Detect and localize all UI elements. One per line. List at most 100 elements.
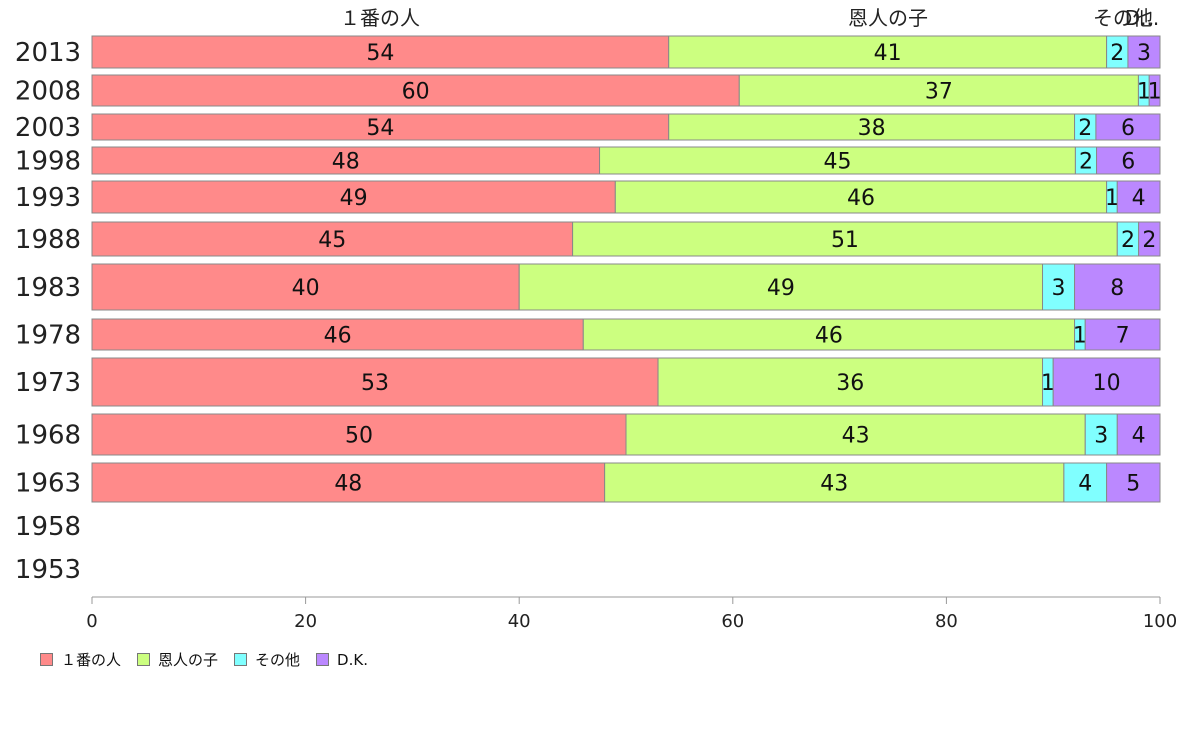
top-series-label: その他	[1093, 6, 1153, 30]
category-label: 1968	[15, 421, 81, 451]
x-tick-label: 20	[294, 611, 317, 632]
bar-segment	[668, 113, 1076, 141]
data-label: 8	[1110, 276, 1124, 301]
data-label: 45	[823, 150, 851, 175]
bar-segment	[1096, 146, 1161, 175]
top-series-label: １番の人	[340, 6, 420, 30]
legend-swatch-series-4	[316, 653, 330, 666]
x-tick-label: 0	[86, 611, 97, 632]
bar-segment	[1116, 180, 1161, 214]
data-label: 41	[874, 41, 902, 66]
bar-segment	[91, 462, 606, 503]
data-label: 2	[1110, 41, 1124, 66]
bar-segment	[738, 74, 1139, 107]
data-label: 2	[1121, 228, 1135, 253]
legend-item-series-3: その他	[234, 649, 300, 670]
data-label: 4	[1132, 424, 1146, 449]
bar-segment	[91, 221, 574, 257]
category-label: 2008	[15, 77, 81, 107]
data-label: 2	[1142, 228, 1156, 253]
legend-label-series-3: その他	[255, 651, 301, 669]
legend-swatch-series-3	[234, 653, 248, 666]
legend-label-series-4: D.K.	[337, 650, 368, 669]
bar-segment	[1148, 74, 1161, 107]
legend-item-series-4: D.K.	[316, 651, 368, 669]
bar-segment	[91, 413, 627, 456]
bar-segment	[1106, 462, 1161, 503]
data-label: 36	[836, 371, 864, 396]
bar-segment	[91, 113, 670, 141]
data-label: 49	[767, 276, 795, 301]
x-tick-label: 60	[721, 611, 744, 632]
x-tick-label: 80	[935, 611, 958, 632]
bar-segment	[518, 263, 1044, 311]
legend-swatch-series-1	[40, 653, 53, 666]
data-label: 40	[292, 276, 320, 301]
data-label: 43	[842, 424, 870, 449]
data-label: 48	[332, 150, 360, 175]
bar-segment	[582, 318, 1076, 351]
data-label: 43	[820, 472, 848, 497]
legend-item-series-2: 恩人の子	[137, 649, 218, 670]
bar-segment	[1084, 413, 1118, 456]
data-label: 50	[345, 424, 373, 449]
data-label: 3	[1094, 424, 1108, 449]
legend-label-series-1: １番の人	[61, 651, 122, 669]
category-label: 1958	[15, 512, 81, 542]
bar-segment	[91, 263, 520, 311]
category-label: 1998	[15, 147, 81, 177]
bar-segment	[1074, 263, 1161, 311]
data-label: 37	[925, 80, 953, 105]
data-label: 45	[318, 228, 346, 253]
data-label: 46	[815, 324, 843, 349]
bar-segment	[1095, 113, 1161, 141]
data-label: 1	[1148, 80, 1162, 105]
category-label: 1988	[15, 225, 81, 255]
bar-segment	[572, 221, 1118, 257]
data-label: 1	[1137, 80, 1151, 105]
legend: １番の人 恩人の子 その他 D.K.	[40, 649, 384, 670]
legend-swatch-series-2	[137, 653, 151, 666]
legend-label-series-2: 恩人の子	[158, 651, 219, 669]
data-label: 3	[1052, 276, 1066, 301]
data-label: 1	[1073, 324, 1087, 349]
category-label: 1973	[15, 368, 81, 398]
x-tick-label: 40	[508, 611, 531, 632]
bar-segment	[1063, 462, 1108, 503]
bar-segment	[599, 146, 1076, 175]
data-label: 38	[858, 116, 886, 141]
data-label: 49	[340, 186, 368, 211]
data-label: 54	[366, 41, 394, 66]
data-label: 60	[402, 80, 430, 105]
data-label: 46	[847, 186, 875, 211]
data-label: 1	[1041, 371, 1055, 396]
data-label: 2	[1078, 116, 1092, 141]
top-series-label: D...	[1125, 6, 1159, 30]
bar-segment	[91, 74, 740, 107]
data-label: 53	[361, 371, 389, 396]
bar-segment	[1042, 263, 1076, 311]
category-label: 1978	[15, 321, 81, 351]
category-label: 1953	[15, 555, 81, 585]
data-label: 46	[324, 324, 352, 349]
data-label: 2	[1079, 150, 1093, 175]
data-label: 4	[1132, 186, 1146, 211]
data-label: 3	[1137, 41, 1151, 66]
bar-segment	[668, 35, 1108, 69]
data-label: 54	[366, 116, 394, 141]
category-label: 1983	[15, 273, 81, 303]
bar-segment	[91, 35, 670, 69]
bar-segment	[1052, 357, 1161, 407]
bar-segment	[1084, 318, 1161, 351]
data-label: 5	[1126, 472, 1140, 497]
bar-segment	[1116, 413, 1161, 456]
data-label: 7	[1116, 324, 1130, 349]
x-tick-label: 100	[1143, 611, 1177, 632]
category-label: 1963	[15, 469, 81, 499]
category-label: 2013	[15, 38, 81, 68]
bar-segment	[91, 318, 584, 351]
bar-segment	[657, 357, 1044, 407]
data-label: 4	[1078, 472, 1092, 497]
